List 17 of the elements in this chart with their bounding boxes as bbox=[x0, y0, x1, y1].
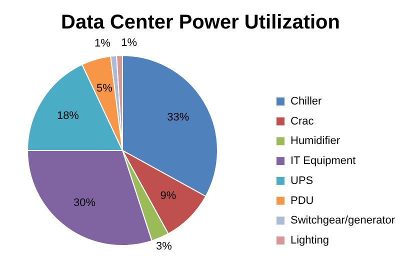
data-label: 1% bbox=[121, 37, 138, 50]
legend-label: Crac bbox=[290, 115, 314, 128]
legend-label: Humidifier bbox=[290, 135, 340, 148]
legend-label: Chiller bbox=[290, 96, 322, 108]
data-label: 1% bbox=[94, 38, 111, 50]
data-label: 5% bbox=[96, 82, 113, 94]
legend-label: Switchgear/generator bbox=[290, 214, 396, 227]
data-label: 3% bbox=[156, 240, 172, 252]
legend-label: PDU bbox=[290, 194, 314, 207]
legend-label: UPS bbox=[290, 174, 314, 187]
data-label: 33% bbox=[167, 112, 190, 124]
data-label: 30% bbox=[74, 196, 96, 209]
legend-label: IT Equipment bbox=[290, 155, 356, 168]
chart-title: Data Center Power Utilization bbox=[61, 12, 340, 34]
legend-label: Lighting bbox=[290, 234, 330, 246]
data-label: 9% bbox=[160, 190, 176, 202]
data-label: 18% bbox=[56, 110, 80, 122]
